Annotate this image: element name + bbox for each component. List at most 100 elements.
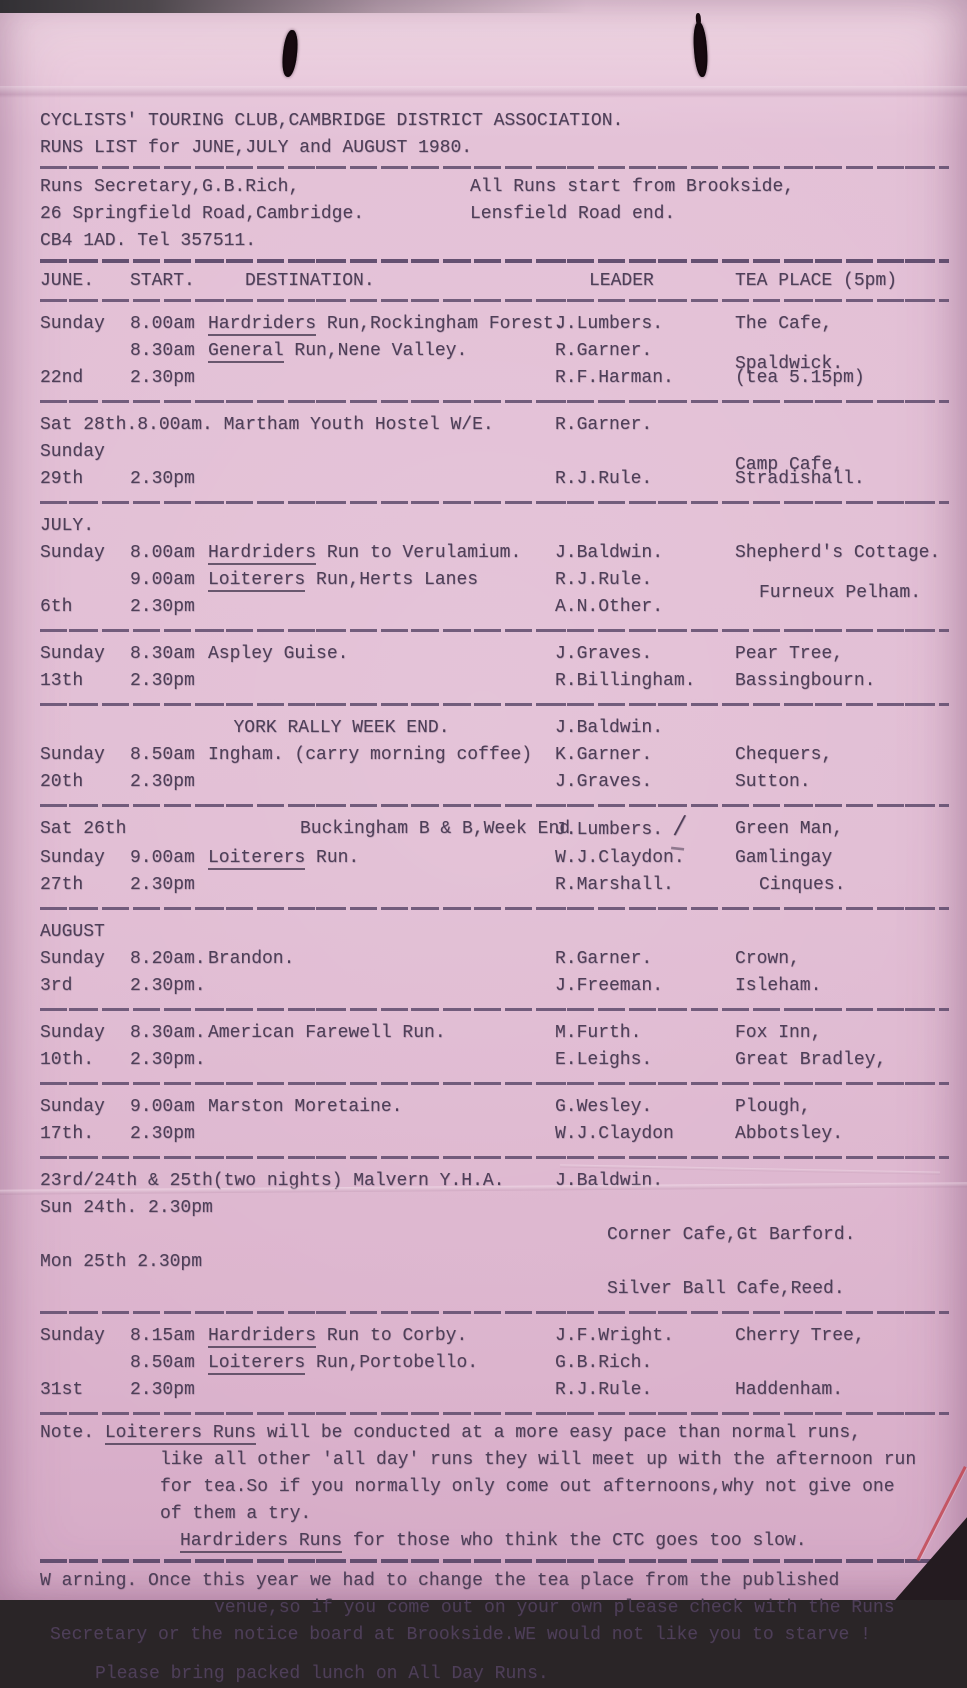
day-cell: Sunday: [40, 845, 130, 872]
start-time-cell: 8.20am.: [130, 946, 208, 973]
destination-cell: [208, 594, 555, 621]
day-cell: 3rd: [40, 973, 130, 1000]
day-cell: Sunday: [40, 946, 130, 973]
leader-cell: R.J.Rule.: [555, 567, 735, 594]
tea-place-cell: Sutton.: [735, 769, 949, 796]
text-segment: for tea.So if you normally only come out…: [160, 1477, 895, 1497]
day-cell: 6th: [40, 594, 130, 621]
warning-block: W arning. Once this year we had to chang…: [40, 1568, 949, 1649]
tea-place-cell: Fox Inn,: [735, 1020, 949, 1047]
underlined-text: Hardriders: [208, 543, 316, 565]
destination-cell: [208, 1047, 555, 1074]
tea-place-cell: Camp Cafe,: [735, 452, 949, 479]
day-cell: 22nd: [40, 365, 130, 392]
start-time-cell: 2.30pm.: [130, 973, 208, 1000]
start-time-cell: 2.30pm: [130, 872, 208, 899]
note-line: like all other 'all day' runs they will …: [160, 1447, 949, 1474]
document-title: CYCLISTS' TOURING CLUB,CAMBRIDGE DISTRIC…: [40, 108, 949, 162]
leader-cell: R.J.Rule.: [555, 1377, 735, 1404]
destination-cell: Hardriders Run to Verulamium.: [208, 540, 555, 567]
secretary-line: 26 Springfield Road,Cambridge.: [40, 201, 470, 228]
start-point-line: All Runs start from Brookside,: [470, 174, 949, 201]
start-time-cell: 2.30pm: [130, 668, 208, 695]
underlined-text: Hardriders: [208, 1326, 316, 1348]
start-time-cell: 2.30pm.: [130, 1047, 208, 1074]
divider: [40, 1311, 949, 1314]
secretary-line: CB4 1AD. Tel 357511.: [40, 228, 470, 255]
footer-note: Please bring packed lunch on All Day Run…: [95, 1661, 949, 1688]
destination-cell: [208, 1377, 555, 1404]
text-segment: Run to Verulamium.: [316, 543, 521, 563]
start-time-cell: 2.30pm: [130, 594, 208, 621]
start-time-cell: 2.30pm: [130, 466, 208, 493]
leader-cell: J.F.Wright.: [555, 1323, 735, 1350]
tea-place-cell: Plough,: [735, 1094, 949, 1121]
note-line: Hardriders Runs for those who think the …: [180, 1528, 949, 1555]
day-cell: 13th: [40, 668, 130, 695]
title-line-1: CYCLISTS' TOURING CLUB,CAMBRIDGE DISTRIC…: [40, 108, 949, 135]
leader-cell: R.Garner.: [555, 946, 735, 973]
start-time-cell: 8.30am: [130, 338, 208, 365]
leader-cell: [555, 1249, 735, 1276]
note-line: of them a try.: [160, 1501, 949, 1528]
day-cell: 10th.: [40, 1047, 130, 1074]
text-segment: Run to Corby.: [316, 1326, 467, 1346]
start-time-cell: 8.50am: [130, 1350, 208, 1377]
destination-cell: [208, 872, 555, 899]
leader-cell: [555, 439, 735, 466]
day-cell: Sunday: [40, 439, 130, 466]
start-time-cell: [130, 439, 208, 466]
day-cell: Sunday: [40, 311, 130, 338]
destination-cell: Hardriders Run,Rockingham Forest.: [208, 311, 555, 338]
start-time-cell: 8.15am: [130, 1323, 208, 1350]
text-segment: for those who think the CTC goes too slo…: [342, 1531, 806, 1551]
tea-place-cell: Bassingbourn.: [735, 668, 949, 695]
tea-place-cell: Spaldwick.: [735, 351, 949, 378]
text-segment: Run,Rockingham Forest.: [316, 314, 564, 334]
run-row: Sat 28th.8.00am. Martham Youth Hostel W/…: [40, 412, 949, 439]
day-cell: 31st: [40, 1377, 130, 1404]
leader-cell: G.Wesley.: [555, 1094, 735, 1121]
divider: [40, 804, 949, 807]
destination-cell: Brandon.: [208, 946, 555, 973]
run-section: Sat 28th.8.00am. Martham Youth Hostel W/…: [40, 408, 949, 497]
day-cell: Sunday: [40, 1020, 130, 1047]
tea-place-cell: Furneux Pelham.: [735, 580, 949, 607]
leader-cell: R.Garner.: [555, 412, 735, 439]
underlined-text: General: [208, 341, 284, 363]
day-cell: Sunday: [40, 641, 130, 668]
tea-place-cell: Crown,: [735, 946, 949, 973]
destination-cell: Hardriders Run to Corby.: [208, 1323, 555, 1350]
destination-cell: Loiterers Run,Herts Lanes: [208, 567, 555, 594]
underlined-text: Hardriders Runs: [180, 1531, 342, 1553]
text-segment: venue,so if you come out on your own ple…: [214, 1598, 895, 1618]
text-segment: W arning. Once this year we had to chang…: [40, 1571, 839, 1591]
destination-cell: [208, 365, 555, 392]
text-segment: Secretary or the notice board at Brooksi…: [50, 1625, 871, 1645]
day-cell: 27th: [40, 872, 130, 899]
divider: [40, 400, 949, 403]
day-cell: [40, 338, 130, 365]
leader-cell: W.J.Claydon: [555, 1121, 735, 1148]
leader-cell: G.B.Rich.: [555, 1350, 735, 1377]
text-segment: Buckingham B & B,Week End: [300, 819, 570, 839]
